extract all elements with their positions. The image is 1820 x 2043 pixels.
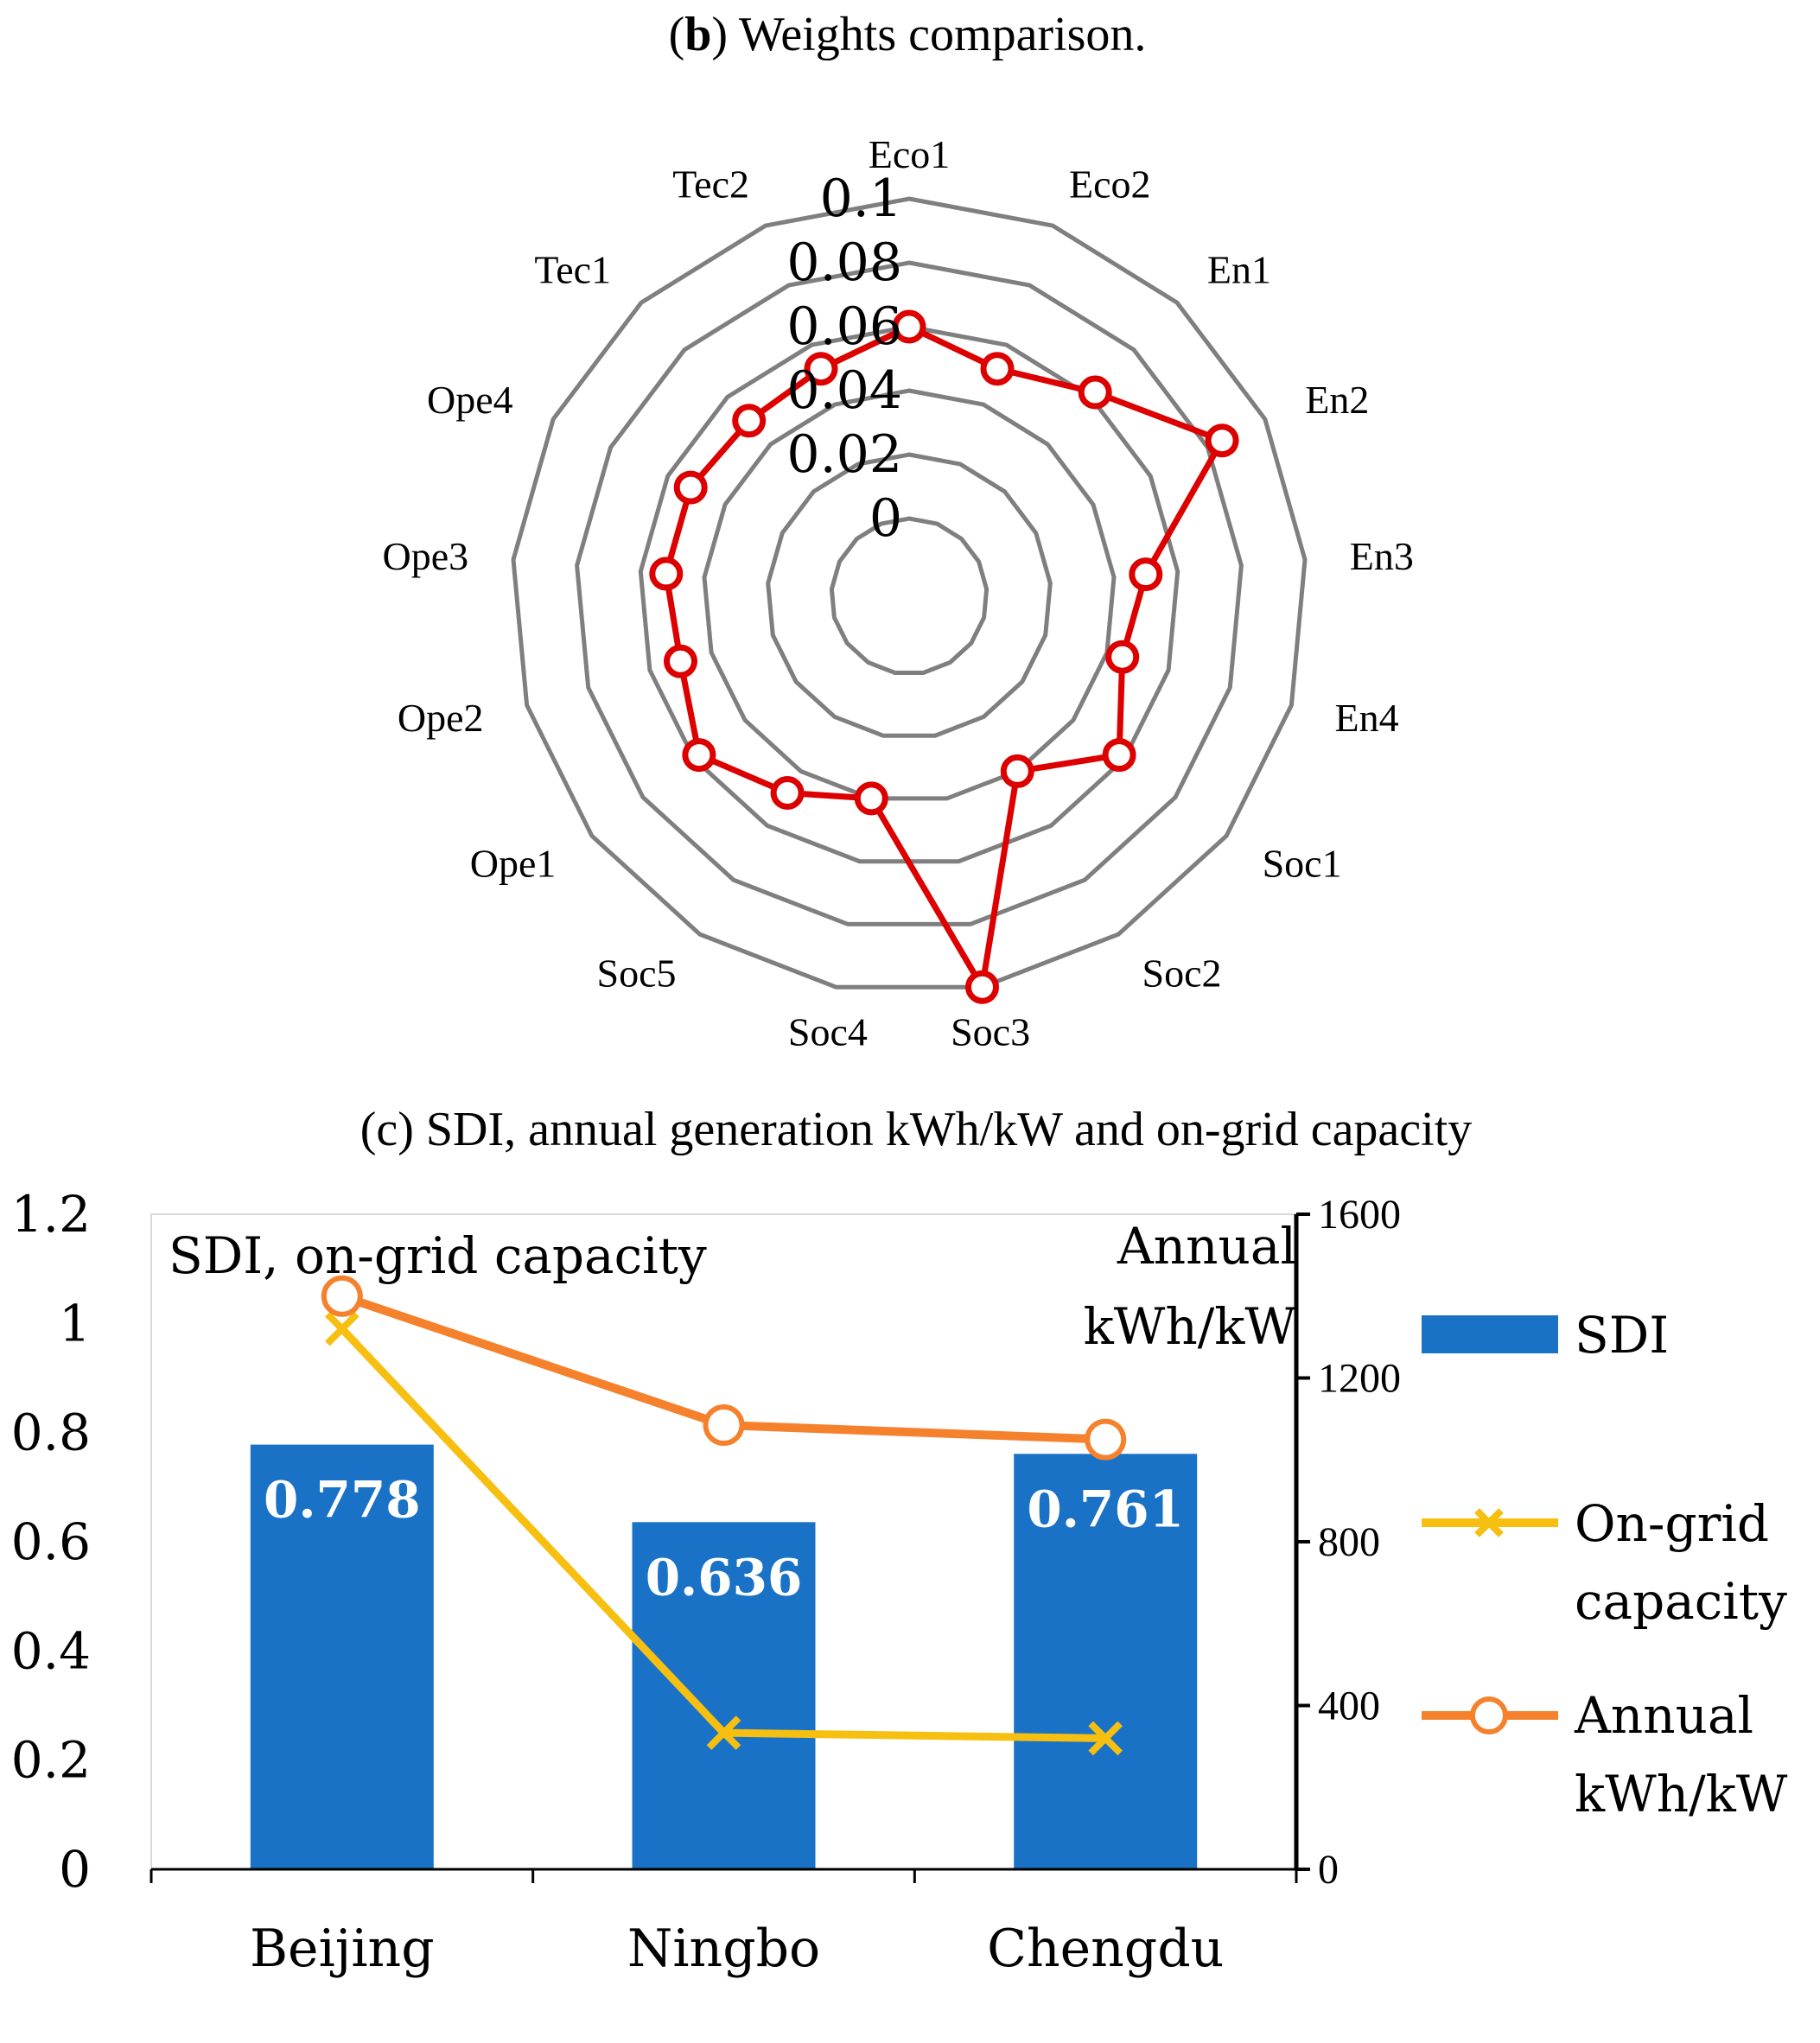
radar-point bbox=[649, 557, 684, 591]
radar-point bbox=[804, 352, 838, 386]
left-axis-label: SDI, on-grid capacity bbox=[169, 1226, 707, 1285]
radar-category-label: En3 bbox=[1350, 534, 1414, 578]
radar-point bbox=[1102, 738, 1136, 773]
legend-label-ongrid-line1: On-grid bbox=[1575, 1494, 1769, 1553]
radar-category-label: Soc2 bbox=[1142, 951, 1222, 995]
axes: Beijing Ningbo Chengdu 0 0.2 0.4 0.6 0.8 1 1.2 0 40… bbox=[11, 1185, 1401, 1979]
combo-title: (c) SDI, annual generation kWh/kW and on… bbox=[360, 1103, 1473, 1156]
bar-value-labels: 0.778 0.636 0.761 bbox=[264, 1471, 1184, 1607]
ongrid-capacity-point bbox=[325, 1311, 360, 1346]
radar-category-label: Eco2 bbox=[1069, 162, 1151, 207]
ongrid-capacity-point bbox=[706, 1715, 741, 1750]
y2-tick-label: 400 bbox=[1318, 1683, 1380, 1729]
radar-category-label: Soc4 bbox=[788, 1009, 868, 1053]
right-axis-label-line1: Annual bbox=[1117, 1217, 1296, 1276]
radial-tick-label: 0 bbox=[869, 488, 902, 549]
radar-point bbox=[854, 781, 888, 816]
radar-point bbox=[1205, 423, 1239, 458]
radar-chart: (b) Weights comparison. Eco1 Eco2 En1 En2 En… bbox=[383, 8, 1414, 1053]
combo-chart: (c) SDI, annual generation kWh/kW and on… bbox=[11, 1103, 1788, 1979]
bar-value-label: 0.761 bbox=[1027, 1480, 1184, 1538]
radar-title-bold: b bbox=[684, 8, 711, 61]
radar-category-label: Ope3 bbox=[383, 534, 469, 578]
legend-label-annual-line1: Annual bbox=[1574, 1686, 1753, 1745]
annual-kwh-point bbox=[1085, 1418, 1127, 1461]
radial-tick-label: 0.1 bbox=[820, 169, 902, 229]
radar-series bbox=[649, 309, 1239, 1004]
radar-grid-ring bbox=[702, 388, 1117, 801]
x-tick-label: Beijing bbox=[250, 1919, 435, 1979]
ongrid-capacity-point bbox=[1088, 1721, 1123, 1756]
legend-swatch-annual-marker bbox=[1470, 1696, 1508, 1734]
radar-category-label: Ope1 bbox=[470, 842, 557, 886]
radar-category-label: Tec2 bbox=[672, 162, 749, 207]
radar-point bbox=[980, 352, 1015, 386]
y-tick-label: 0.4 bbox=[11, 1621, 91, 1680]
legend-label-ongrid-line2: capacity bbox=[1575, 1572, 1787, 1631]
radar-title-prefix: ( bbox=[669, 8, 685, 61]
bar-series-sdi bbox=[250, 1444, 1198, 1869]
radar-category-label: Ope2 bbox=[398, 696, 484, 740]
radar-category-labels: Eco1 Eco2 En1 En2 En3 En4 Soc1 Soc2 Soc3 Soc4 Soc5… bbox=[383, 132, 1414, 1053]
radar-point bbox=[673, 470, 708, 505]
x-tick-label: Chengdu bbox=[987, 1919, 1224, 1979]
legend: SDI On-grid capacity Annual kWh/kW bbox=[1422, 1306, 1788, 1823]
radial-tick-label: 0.08 bbox=[786, 232, 902, 293]
line-series bbox=[321, 1275, 1127, 1756]
radar-category-label: En4 bbox=[1335, 696, 1399, 740]
radar-point bbox=[732, 404, 767, 438]
y-tick-label: 1.2 bbox=[11, 1185, 91, 1244]
legend-label-annual-line2: kWh/kW bbox=[1575, 1765, 1788, 1823]
x-tick-label: Ningbo bbox=[627, 1919, 820, 1979]
y2-tick-label: 0 bbox=[1318, 1847, 1339, 1893]
legend-swatch-ongrid-marker bbox=[1474, 1508, 1504, 1537]
y-tick-label: 0.8 bbox=[11, 1403, 91, 1462]
annual-kwh-point bbox=[703, 1404, 745, 1446]
y2-tick-label: 1200 bbox=[1318, 1356, 1401, 1402]
radar-grid-ring bbox=[766, 452, 1053, 738]
radar-point bbox=[1105, 640, 1140, 674]
bar-value-label: 0.778 bbox=[264, 1471, 421, 1530]
sdi-bar bbox=[632, 1522, 816, 1869]
y-tick-label: 0 bbox=[59, 1840, 91, 1899]
y2-tick-label: 800 bbox=[1318, 1519, 1380, 1565]
radar-category-label: Soc5 bbox=[597, 951, 677, 995]
radial-tick-label: 0.06 bbox=[786, 296, 902, 357]
radar-point bbox=[1078, 375, 1112, 410]
radar-grid-ring bbox=[829, 516, 990, 675]
radar-point bbox=[1000, 754, 1034, 788]
radar-title-suffix: ) Weights comparison. bbox=[711, 8, 1146, 61]
annual-kwh-point bbox=[321, 1275, 363, 1317]
radar-category-label: Soc1 bbox=[1263, 842, 1342, 886]
legend-label-sdi: SDI bbox=[1575, 1306, 1669, 1365]
radar-point bbox=[682, 738, 716, 773]
radar-point bbox=[664, 644, 697, 678]
y-tick-label: 1 bbox=[59, 1294, 91, 1352]
bar-value-label: 0.636 bbox=[646, 1548, 803, 1607]
y2-tick-label: 1600 bbox=[1318, 1192, 1401, 1238]
radar-category-label: Tec1 bbox=[534, 248, 611, 292]
radar-title: (b) Weights comparison. bbox=[669, 8, 1147, 61]
y-tick-label: 0.2 bbox=[11, 1731, 91, 1790]
sdi-bar bbox=[250, 1444, 434, 1869]
radar-point bbox=[965, 970, 999, 1004]
radial-tick-label: 0.04 bbox=[786, 360, 902, 421]
radar-point bbox=[892, 309, 926, 344]
legend-swatch-sdi bbox=[1422, 1315, 1558, 1353]
radar-grid-ring bbox=[511, 196, 1308, 990]
radar-tick-labels: 00.020.040.060.080.1 bbox=[786, 169, 902, 549]
radar-category-label: Eco1 bbox=[869, 132, 951, 176]
radar-category-label: En2 bbox=[1305, 378, 1369, 422]
y-tick-label: 0.6 bbox=[11, 1512, 91, 1571]
right-axis-label-line2: kWh/kW bbox=[1084, 1297, 1297, 1356]
sdi-bar bbox=[1014, 1454, 1198, 1869]
radial-tick-label: 0.02 bbox=[786, 424, 902, 485]
radar-point bbox=[1129, 557, 1163, 592]
radar-category-label: En1 bbox=[1207, 248, 1271, 292]
radar-point bbox=[770, 776, 805, 810]
radar-category-label: Soc3 bbox=[951, 1009, 1030, 1053]
radar-category-label: Ope4 bbox=[427, 378, 513, 422]
